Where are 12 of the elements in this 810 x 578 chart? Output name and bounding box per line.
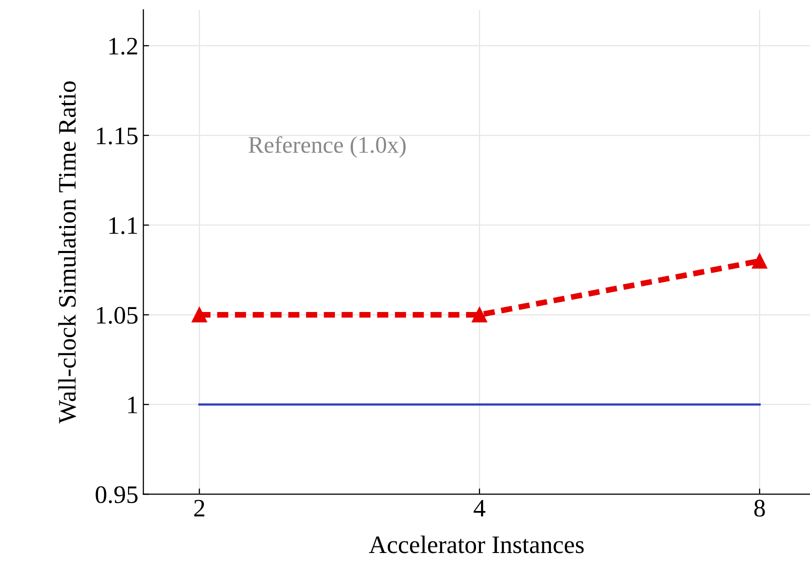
y-tick-label: 1.15: [96, 128, 138, 144]
x-axis-title: Accelerator Instances: [369, 536, 584, 554]
x-tick-label: 8: [754, 500, 765, 517]
y-tick-label: 1.05: [96, 306, 138, 324]
x-tick-label: 4: [474, 500, 486, 516]
y-tick-label: 1: [128, 396, 138, 414]
y-axis-title: Wall-clock Simulation Time Ratio: [58, 81, 76, 424]
y-tick-label: 0.95: [96, 486, 138, 504]
x-tick-label: 2: [194, 500, 204, 516]
y-tick-label: 1.2: [109, 38, 138, 55]
y-tick-label: 1.1: [109, 217, 138, 234]
annotation: Reference (1.0x): [248, 136, 406, 158]
